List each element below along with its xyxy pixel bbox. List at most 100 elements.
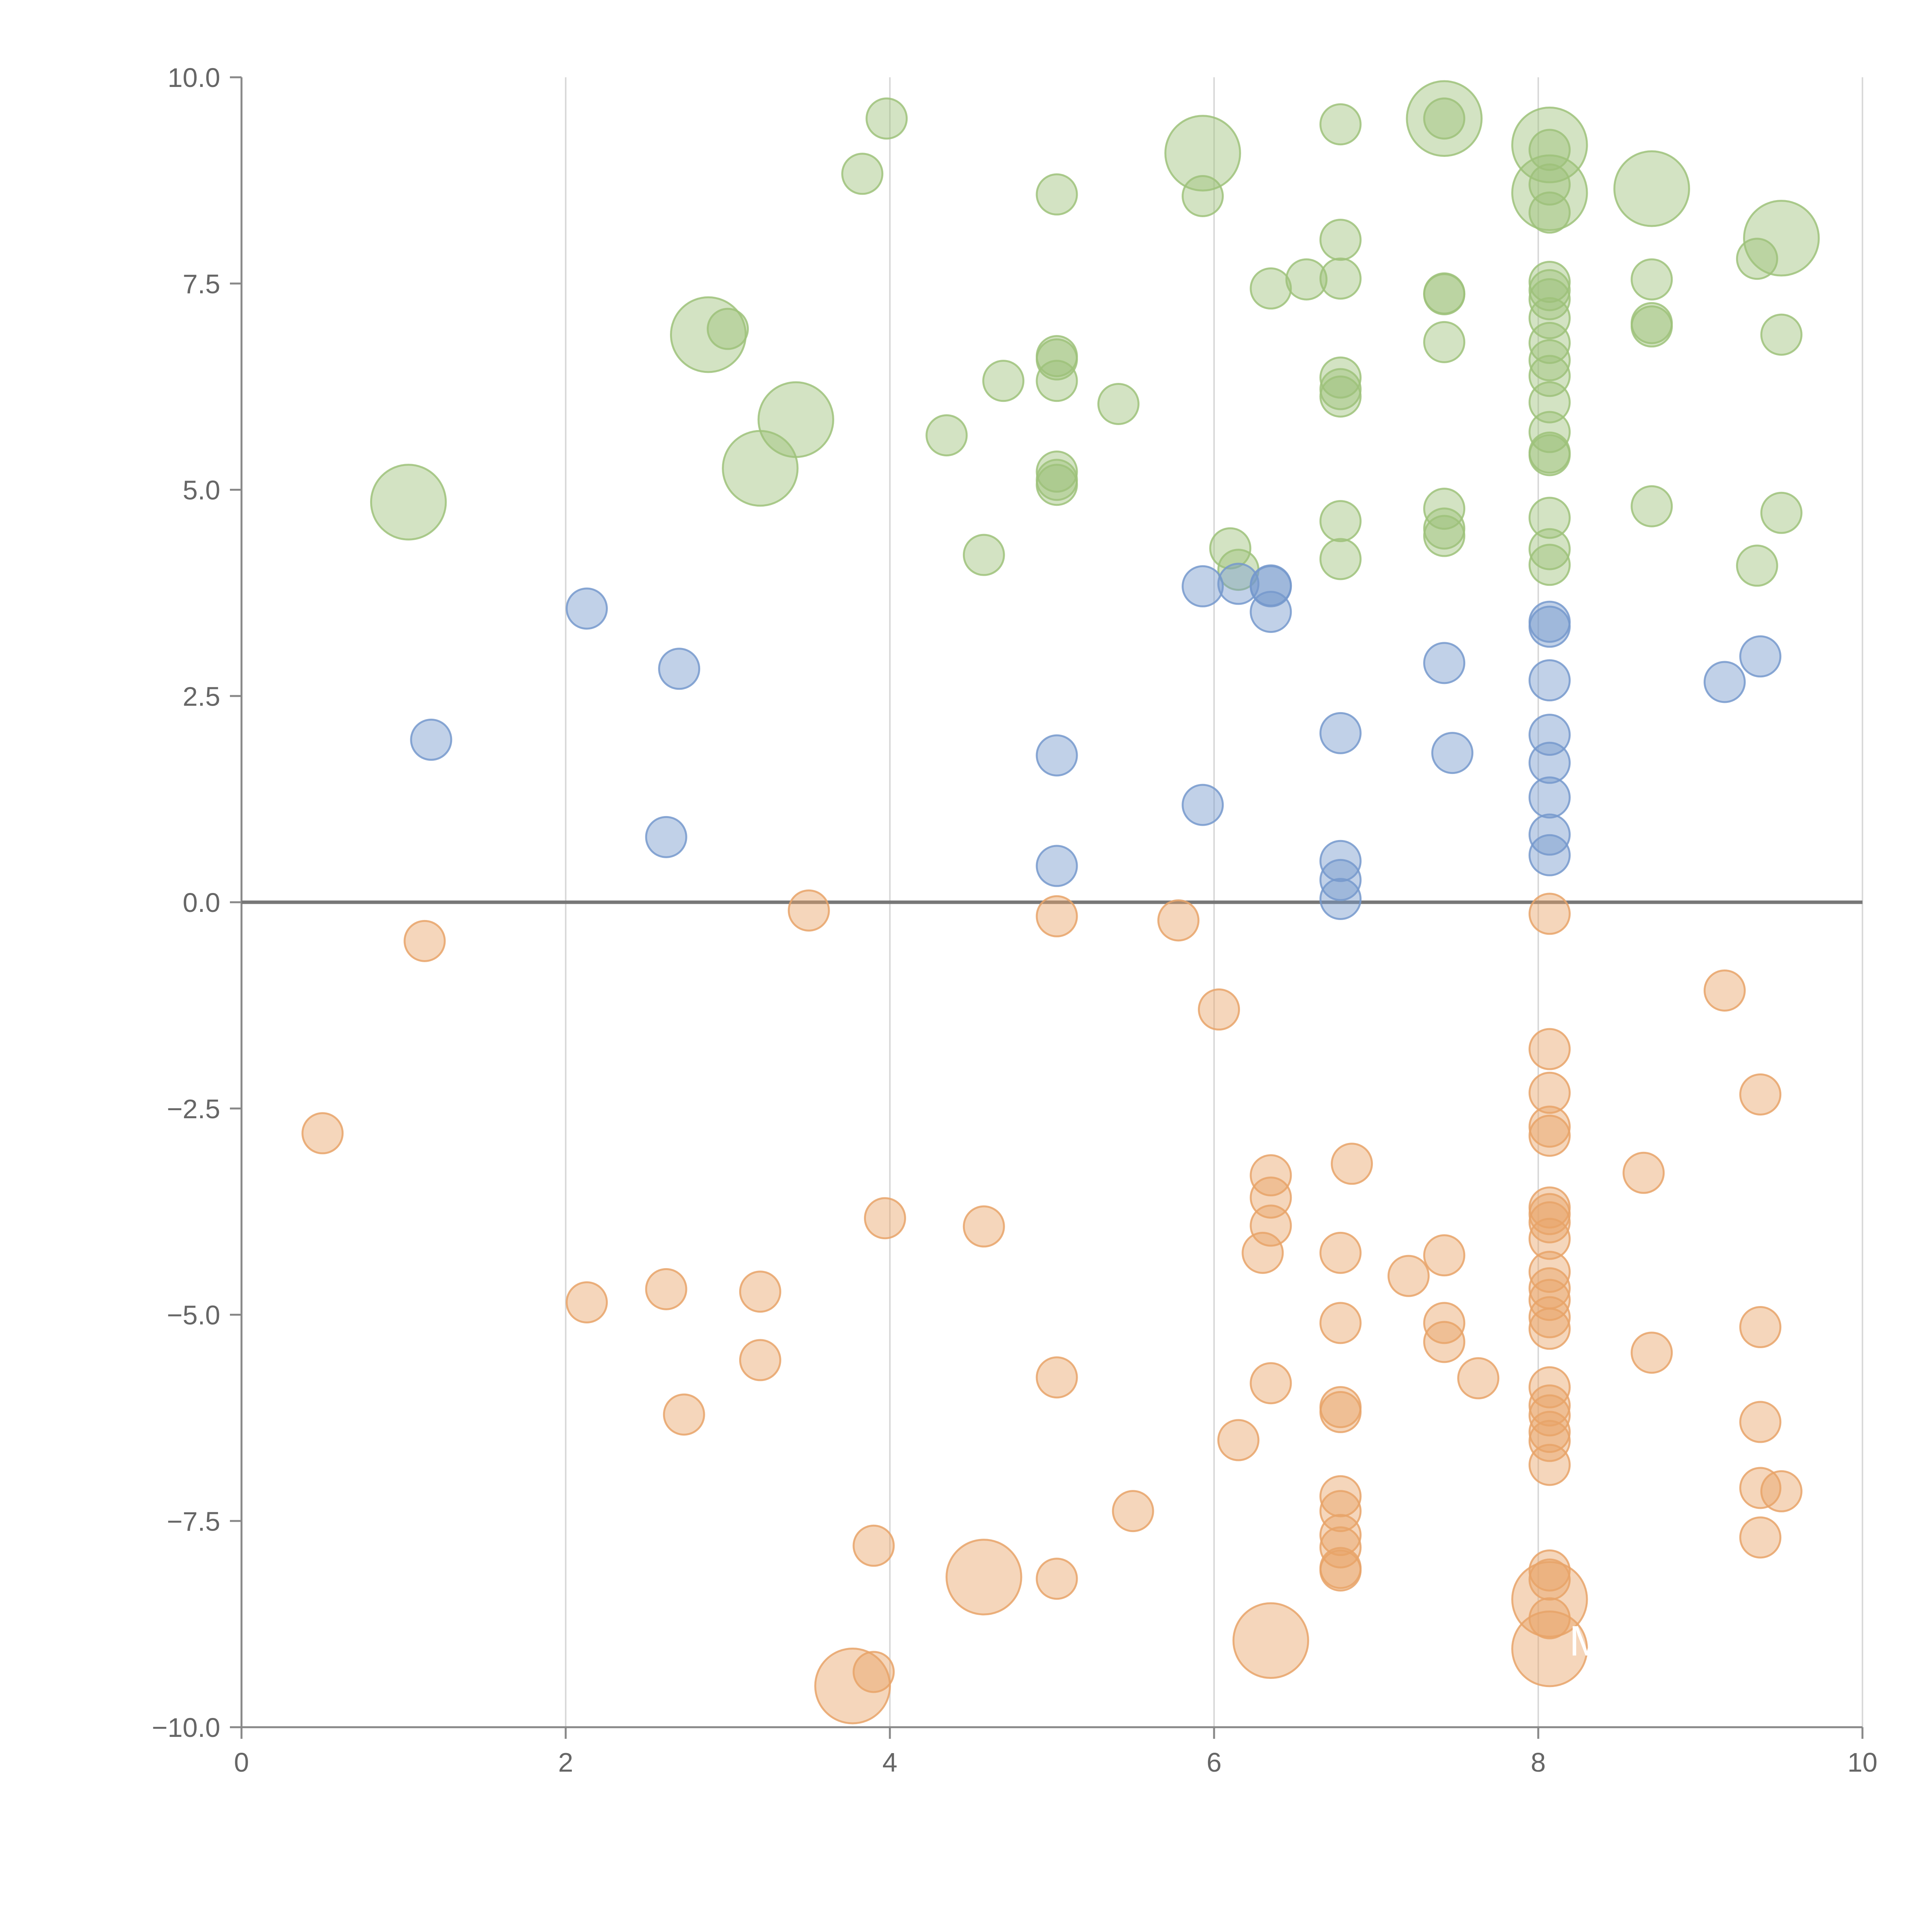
point-green-35	[1528, 381, 1571, 423]
point-green-0	[866, 97, 908, 140]
point-green-18	[1631, 305, 1673, 348]
point-orange-44	[1760, 1470, 1803, 1512]
point-orange-65	[1319, 1549, 1362, 1592]
point-green-46	[1319, 538, 1362, 580]
large-point-orange-12	[1232, 1602, 1310, 1679]
point-orange-62	[1319, 1514, 1362, 1556]
point-orange-6	[1528, 893, 1571, 935]
point-orange-36	[1528, 1394, 1571, 1437]
point-orange-20	[1387, 1255, 1430, 1297]
y-tick-label-5: −2.5	[167, 1094, 220, 1124]
point-green-8	[1285, 258, 1328, 301]
point-orange-53	[1036, 1356, 1078, 1399]
large-point-green-9	[1743, 200, 1820, 277]
point-orange-39	[1528, 1444, 1571, 1486]
point-orange-52	[663, 1393, 705, 1436]
x-tick-label-1: 2	[558, 1747, 573, 1777]
point-blue-7	[1217, 563, 1260, 605]
point-orange-7	[1703, 969, 1746, 1012]
point-orange-40	[1631, 1332, 1673, 1374]
point-orange-66	[852, 1524, 895, 1567]
point-orange-23	[1423, 1321, 1466, 1363]
point-orange-70	[1528, 1558, 1571, 1601]
point-orange-1	[301, 1112, 344, 1155]
point-blue-14	[1319, 859, 1362, 901]
point-green-52	[1528, 544, 1571, 586]
point-orange-27	[1528, 1201, 1571, 1243]
point-green-26	[1097, 383, 1139, 425]
labels-layer: M	[1569, 1617, 1605, 1665]
point-orange-46	[864, 1197, 906, 1240]
point-orange-41	[1739, 1306, 1782, 1349]
point-blue-6	[1182, 565, 1224, 607]
point-green-7	[1319, 257, 1362, 300]
point-blue-15	[1319, 878, 1362, 920]
point-orange-69	[1528, 1549, 1571, 1592]
point-orange-8	[1739, 1073, 1782, 1116]
point-green-54	[1736, 544, 1778, 587]
y-tick-label-2: 5.0	[183, 475, 220, 505]
point-green-20	[1760, 313, 1803, 356]
large-point-green-5	[1406, 80, 1483, 157]
point-green-32	[1528, 321, 1571, 364]
point-green-16	[1631, 258, 1673, 301]
point-orange-4	[1157, 899, 1200, 942]
point-orange-51	[739, 1339, 781, 1381]
point-orange-5	[1198, 988, 1240, 1031]
point-orange-37	[1528, 1411, 1571, 1453]
point-green-33	[1528, 339, 1571, 381]
large-point-green-6	[1511, 106, 1588, 184]
large-point-orange-14	[1511, 1610, 1588, 1687]
x-tick-label-2: 4	[883, 1747, 898, 1777]
point-green-1	[841, 153, 884, 195]
point-orange-14	[1331, 1143, 1373, 1185]
point-orange-18	[1242, 1231, 1284, 1274]
point-green-49	[1423, 515, 1466, 557]
y-tick-label-7: −7.5	[167, 1506, 220, 1536]
point-orange-43	[1739, 1467, 1782, 1509]
point-orange-55	[1319, 1302, 1362, 1344]
axes: 10.0 7.5 5.0 2.5 0.0 −2.5 −5.0 −7.5 −10.0 0 2 4 6 8 10	[152, 63, 1878, 1777]
point-orange-50	[739, 1270, 781, 1313]
point-orange-11	[1528, 1105, 1571, 1148]
point-green-51	[1528, 528, 1571, 570]
point-orange-24	[1457, 1357, 1500, 1400]
point-orange-38	[1528, 1420, 1571, 1462]
point-blue-5	[1036, 845, 1078, 887]
point-orange-19	[1319, 1231, 1362, 1274]
large-point-green-1	[670, 296, 747, 373]
large-point-green-0	[370, 464, 447, 541]
point-blue-12	[1319, 712, 1362, 754]
point-green-14	[1528, 278, 1571, 320]
point-green-43	[1209, 527, 1252, 570]
x-tick-label-3: 6	[1207, 1747, 1222, 1777]
x-tick-label-5: 10	[1847, 1747, 1878, 1777]
point-orange-58	[1217, 1419, 1260, 1461]
point-orange-12	[1528, 1114, 1571, 1157]
point-blue-0	[566, 587, 608, 630]
y-tick-label-8: −10.0	[152, 1713, 220, 1743]
point-orange-28	[1528, 1218, 1571, 1260]
point-green-2	[1036, 173, 1078, 216]
point-blue-2	[658, 648, 701, 690]
point-green-55	[1760, 492, 1803, 534]
points-layer	[301, 80, 1820, 1725]
point-green-50	[1528, 497, 1571, 539]
point-orange-60	[1319, 1475, 1362, 1517]
point-orange-49	[645, 1268, 687, 1310]
point-orange-57	[1319, 1391, 1362, 1433]
point-orange-10	[1528, 1071, 1571, 1114]
large-point-green-8	[1613, 150, 1690, 227]
large-point-orange-13	[1511, 1561, 1588, 1638]
point-orange-17	[1250, 1204, 1292, 1247]
point-blue-25	[1528, 834, 1571, 876]
point-orange-22	[1423, 1302, 1466, 1344]
point-green-11	[1423, 273, 1466, 316]
large-point-orange-10	[946, 1539, 1022, 1616]
point-orange-9	[1528, 1028, 1571, 1070]
point-blue-16	[1423, 642, 1466, 684]
point-green-15	[1528, 297, 1571, 339]
point-orange-42	[1739, 1401, 1782, 1443]
point-orange-59	[1112, 1490, 1154, 1532]
large-point-orange-11	[814, 1648, 891, 1725]
